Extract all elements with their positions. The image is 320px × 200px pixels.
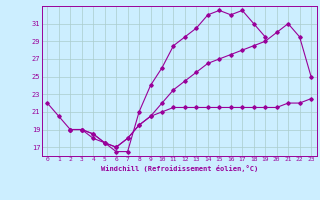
X-axis label: Windchill (Refroidissement éolien,°C): Windchill (Refroidissement éolien,°C) <box>100 165 258 172</box>
